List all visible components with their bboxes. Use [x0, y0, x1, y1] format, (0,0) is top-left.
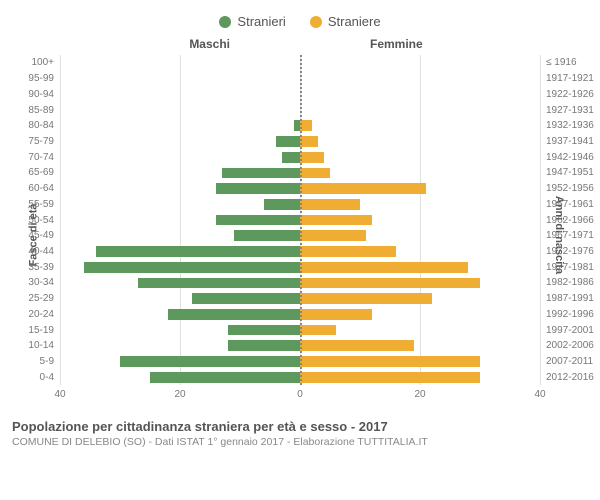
bar-female	[300, 136, 318, 147]
legend-label-female: Straniere	[328, 14, 381, 29]
legend-label-male: Stranieri	[237, 14, 285, 29]
birth-years-label: 2012-2016	[540, 372, 594, 383]
age-label: 10-14	[28, 340, 60, 351]
population-pyramid-chart: Stranieri Straniere Maschi Femmine Fasce…	[0, 0, 600, 500]
age-label: 90-94	[28, 89, 60, 100]
bar-female	[300, 262, 468, 273]
birth-years-label: 1932-1936	[540, 120, 594, 131]
birth-years-label: 1977-1981	[540, 262, 594, 273]
x-tick: 20	[414, 389, 425, 400]
birth-years-label: 1947-1951	[540, 167, 594, 178]
bar-male	[216, 183, 300, 194]
age-label: 75-79	[28, 136, 60, 147]
center-line	[300, 55, 302, 385]
legend-item-female: Straniere	[310, 14, 381, 29]
plot-area: Fasce di età Anni di nascita 100+≤ 19169…	[0, 55, 600, 415]
bar-female	[300, 152, 324, 163]
bar-male	[222, 168, 300, 179]
bar-female	[300, 372, 480, 383]
age-label: 25-29	[28, 293, 60, 304]
chart-subtitle: COMUNE DI DELEBIO (SO) - Dati ISTAT 1° g…	[12, 436, 588, 448]
age-label: 100+	[31, 57, 60, 68]
age-label: 35-39	[28, 262, 60, 273]
age-label: 20-24	[28, 309, 60, 320]
age-label: 45-49	[28, 230, 60, 241]
bar-male	[96, 246, 300, 257]
age-label: 40-44	[28, 246, 60, 257]
birth-years-label: 1957-1961	[540, 199, 594, 210]
age-label: 65-69	[28, 167, 60, 178]
age-label: 5-9	[40, 356, 60, 367]
age-label: 0-4	[40, 372, 60, 383]
age-label: 85-89	[28, 105, 60, 116]
bar-female	[300, 246, 396, 257]
bar-female	[300, 215, 372, 226]
bar-male	[138, 278, 300, 289]
birth-years-label: 1927-1931	[540, 105, 594, 116]
bar-female	[300, 199, 360, 210]
bar-female	[300, 340, 414, 351]
bar-female	[300, 183, 426, 194]
birth-years-label: 1917-1921	[540, 73, 594, 84]
age-label: 70-74	[28, 152, 60, 163]
birth-years-label: 2002-2006	[540, 340, 594, 351]
x-axis: 402002040	[60, 389, 540, 405]
bar-female	[300, 293, 432, 304]
birth-years-label: 1987-1991	[540, 293, 594, 304]
age-label: 50-54	[28, 215, 60, 226]
x-tick: 40	[534, 389, 545, 400]
bar-male	[168, 309, 300, 320]
column-header-male: Maschi	[189, 37, 230, 51]
bar-male	[216, 215, 300, 226]
x-tick: 0	[297, 389, 303, 400]
age-label: 80-84	[28, 120, 60, 131]
bar-female	[300, 309, 372, 320]
birth-years-label: 1982-1986	[540, 277, 594, 288]
birth-years-label: 1952-1956	[540, 183, 594, 194]
age-label: 60-64	[28, 183, 60, 194]
bar-male	[276, 136, 300, 147]
chart-title: Popolazione per cittadinanza straniera p…	[12, 419, 588, 434]
bar-male	[228, 325, 300, 336]
bar-male	[120, 356, 300, 367]
x-tick: 20	[174, 389, 185, 400]
bar-male	[282, 152, 300, 163]
birth-years-label: 1962-1966	[540, 215, 594, 226]
bar-female	[300, 325, 336, 336]
x-tick: 40	[54, 389, 65, 400]
column-headers: Maschi Femmine	[0, 37, 600, 55]
legend-item-male: Stranieri	[219, 14, 285, 29]
age-label: 55-59	[28, 199, 60, 210]
legend-swatch-female	[310, 16, 322, 28]
birth-years-label: 1937-1941	[540, 136, 594, 147]
birth-years-label: 2007-2011	[540, 356, 593, 367]
age-label: 95-99	[28, 73, 60, 84]
birth-years-label: 1942-1946	[540, 152, 594, 163]
birth-years-label: 1922-1926	[540, 89, 594, 100]
age-label: 15-19	[28, 325, 60, 336]
plot-inner: 100+≤ 191695-991917-192190-941922-192685…	[60, 55, 540, 385]
bar-male	[228, 340, 300, 351]
birth-years-label: 1972-1976	[540, 246, 594, 257]
birth-years-label: 1992-1996	[540, 309, 594, 320]
birth-years-label: 1967-1971	[540, 230, 594, 241]
bar-female	[300, 278, 480, 289]
bar-male	[150, 372, 300, 383]
bar-male	[234, 230, 300, 241]
legend-swatch-male	[219, 16, 231, 28]
legend: Stranieri Straniere	[0, 0, 600, 37]
bar-female	[300, 168, 330, 179]
bar-male	[84, 262, 300, 273]
bar-female	[300, 230, 366, 241]
birth-years-label: 1997-2001	[540, 325, 594, 336]
age-label: 30-34	[28, 277, 60, 288]
bar-female	[300, 356, 480, 367]
bar-male	[192, 293, 300, 304]
birth-years-label: ≤ 1916	[540, 57, 577, 68]
footer: Popolazione per cittadinanza straniera p…	[0, 415, 600, 448]
column-header-female: Femmine	[370, 37, 423, 51]
bar-male	[264, 199, 300, 210]
